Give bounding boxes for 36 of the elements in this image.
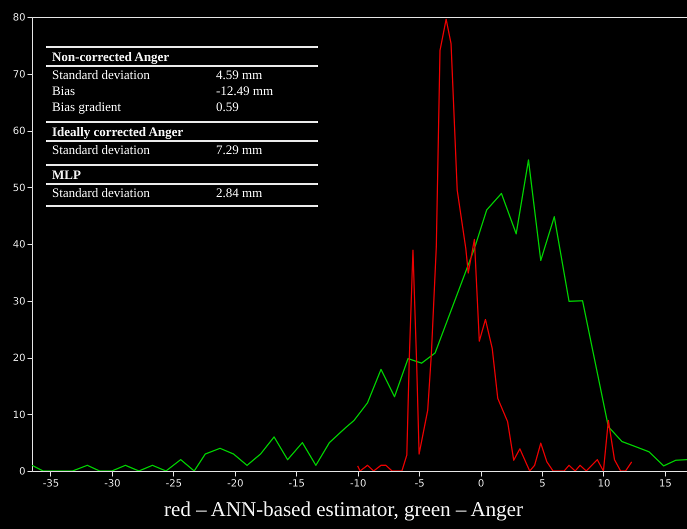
- x-tick-label: -5: [414, 478, 425, 490]
- line-series: [32, 159, 687, 471]
- annotation: 2.84 mm: [216, 185, 262, 201]
- y-tick-label: 10: [12, 410, 26, 421]
- y-tick-label: 40: [12, 240, 26, 250]
- text: red – ANN-based estimator, green – Anger: [163, 497, 524, 522]
- annotation: 0.59: [216, 99, 239, 115]
- y-tick-label: 20: [12, 353, 26, 364]
- annotation: MLP: [46, 164, 318, 185]
- x-tick-label: -25: [166, 478, 182, 490]
- x-tick-label: -35: [42, 478, 60, 490]
- x-tick-label: 0: [478, 478, 484, 490]
- y-tick-label: 70: [12, 69, 26, 80]
- x-tick-label: 10: [598, 478, 610, 490]
- annotation: Non-corrected Anger: [46, 46, 318, 67]
- x-tick-label: -10: [350, 478, 366, 490]
- y-tick-label: 30: [12, 296, 26, 308]
- x-tick-label: -20: [227, 478, 244, 490]
- annotation: Standard deviation: [52, 142, 151, 158]
- line-series: [357, 18, 632, 471]
- y-tick-label: 0: [19, 466, 26, 478]
- y-tick-label: 60: [12, 126, 26, 137]
- annotation: Ideally corrected Anger: [46, 121, 318, 142]
- x-tick-label: 15: [659, 478, 672, 490]
- x-tick-label: 5: [539, 478, 546, 490]
- annotation: Standard deviation: [52, 67, 151, 83]
- annotation: 7.29 mm: [216, 142, 262, 158]
- annotation: Bias: [52, 83, 76, 99]
- y-tick-label: 80: [12, 12, 26, 24]
- annotation: 4.59 mm: [216, 67, 262, 83]
- x-tick-label: -15: [288, 478, 305, 490]
- annotation: Standard deviation: [52, 185, 151, 201]
- y-tick-label: 50: [12, 182, 26, 194]
- annotation: -12.49 mm: [216, 83, 274, 99]
- annotation: Bias gradient: [52, 99, 122, 115]
- x-tick-label: -30: [104, 478, 121, 490]
